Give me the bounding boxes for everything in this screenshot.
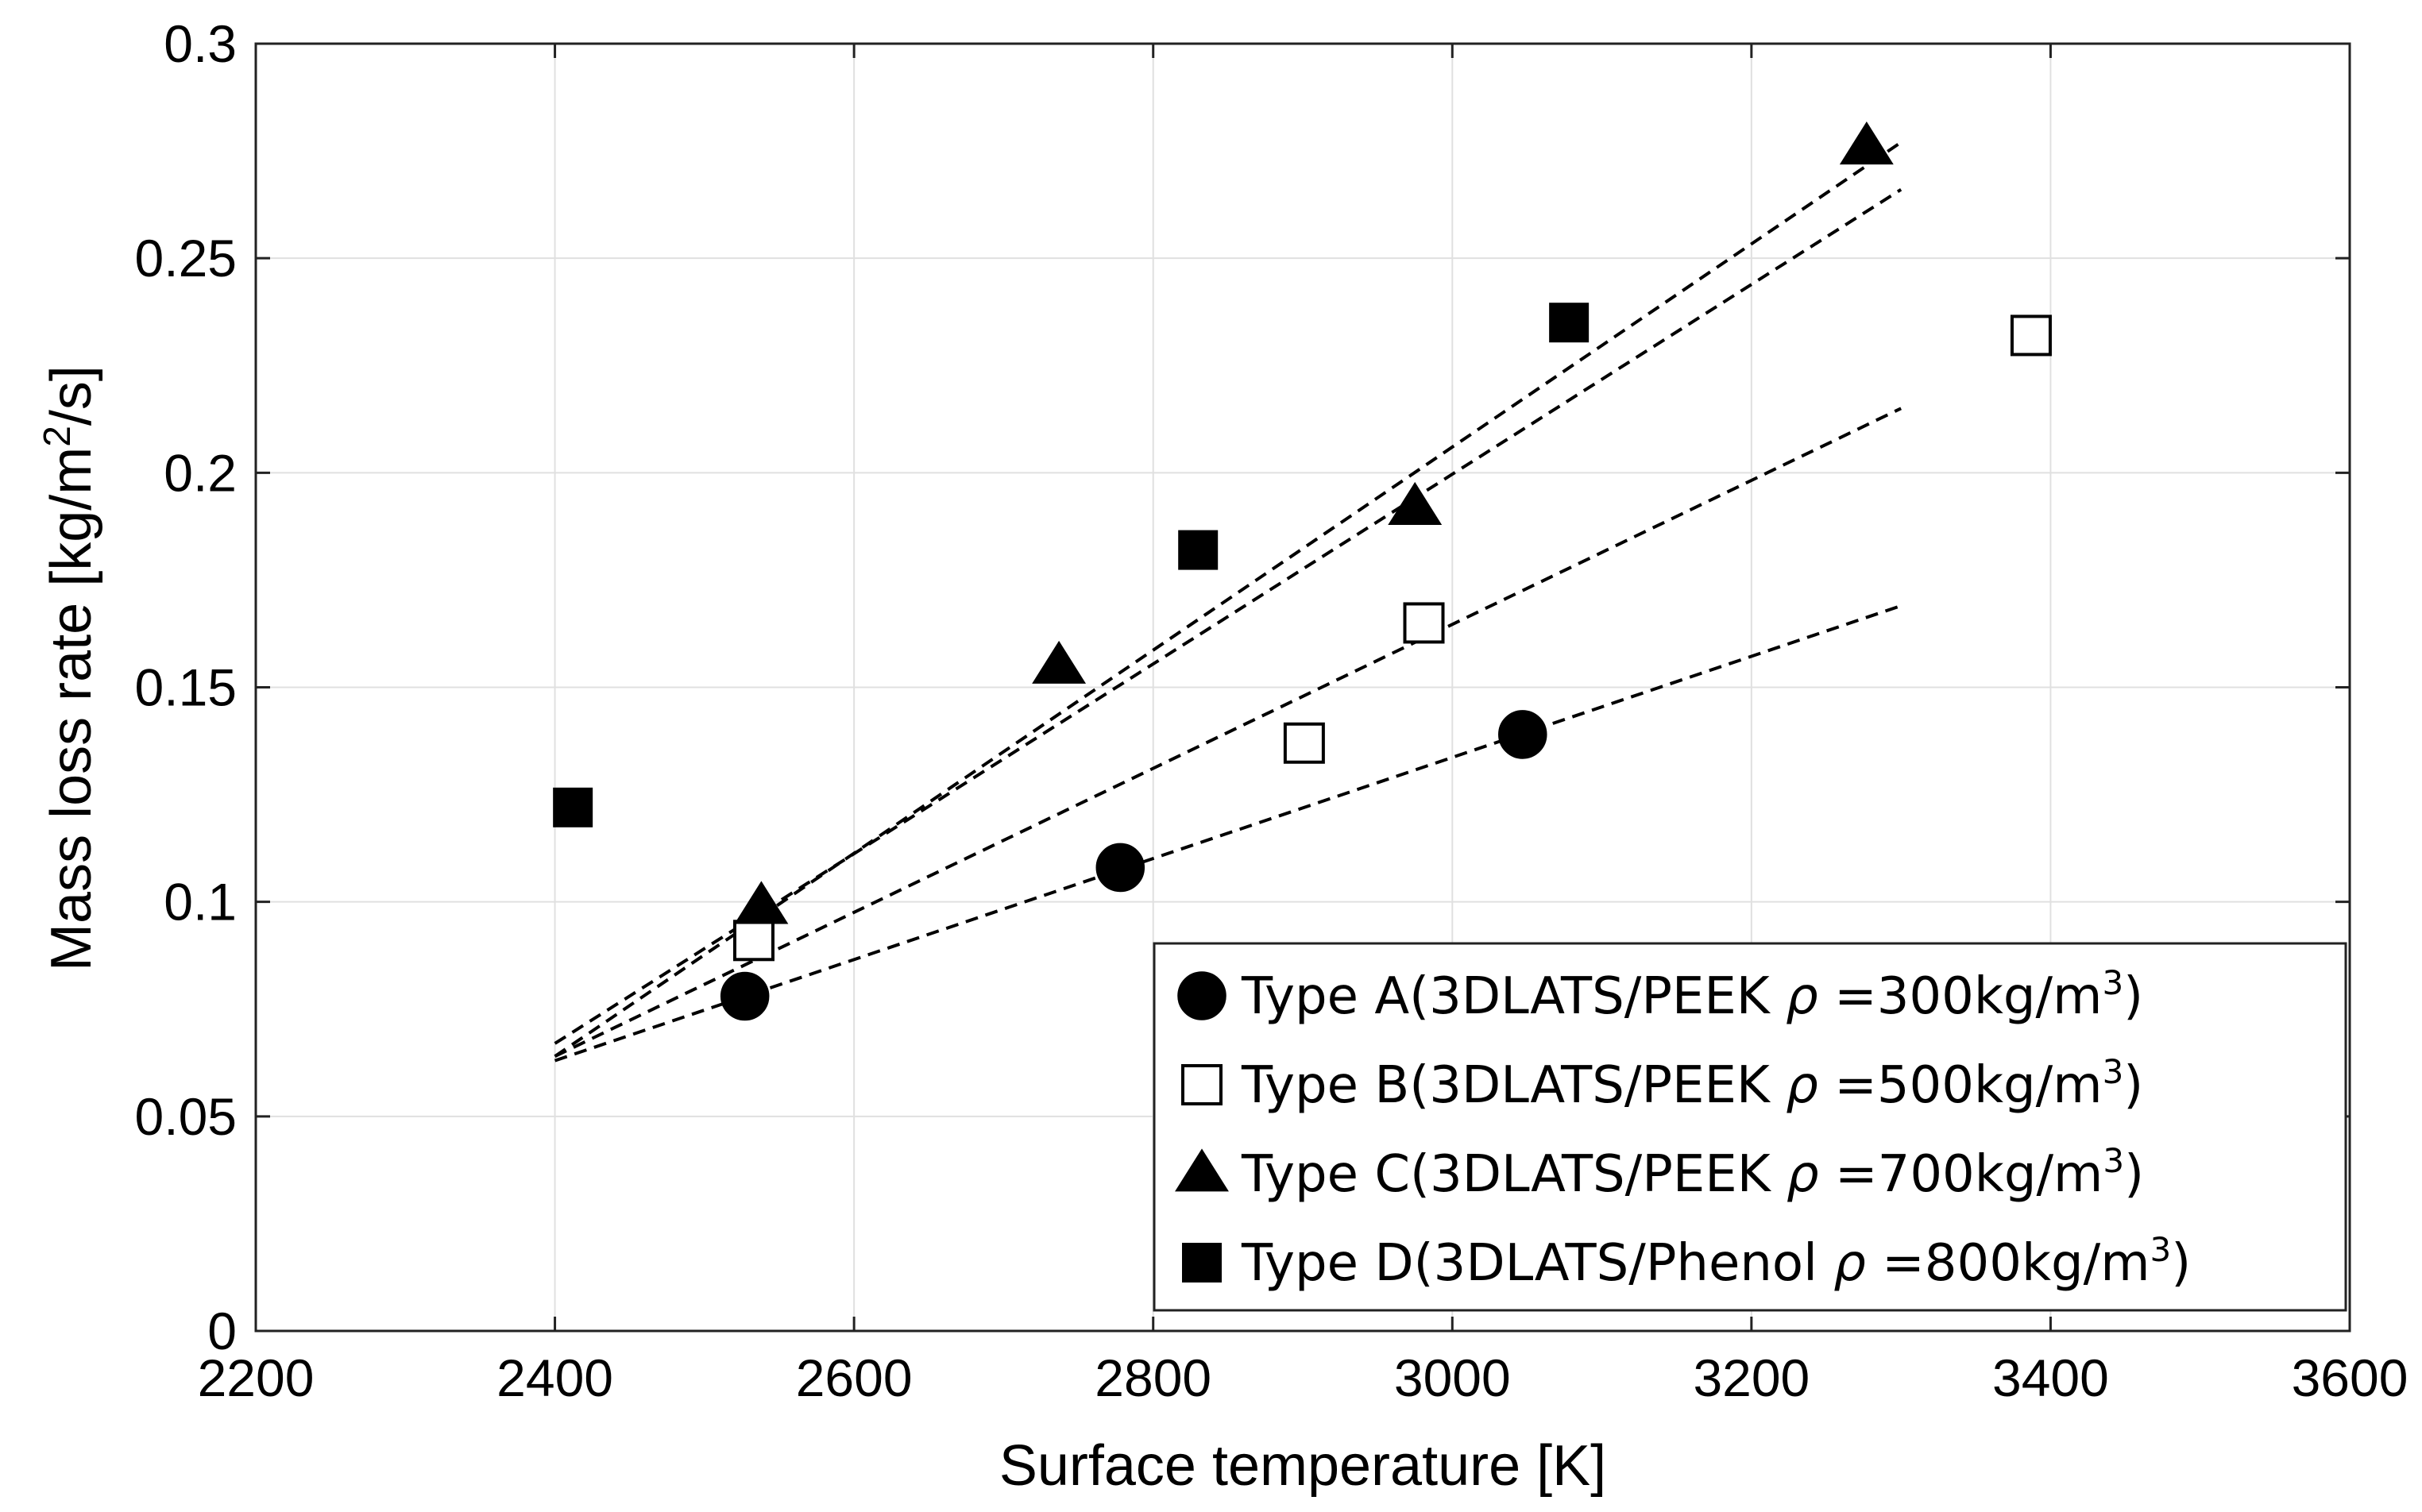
legend-box xyxy=(1153,942,2347,1312)
fit-line-type-a xyxy=(554,604,1902,1063)
data-point-type-c xyxy=(1839,122,1894,165)
data-point-type-b xyxy=(1283,722,1325,764)
data-point-type-c xyxy=(734,881,789,924)
legend-marker-type-b xyxy=(1181,1064,1223,1105)
y-axis-label-superscript: 2 xyxy=(37,426,79,447)
legend-label-suffix: ) xyxy=(2123,967,2143,1026)
legend-label-value: =700kg/m xyxy=(1819,1145,2103,1204)
legend-label-superscript: 3 xyxy=(2103,1141,2124,1180)
y-axis-label-main: Mass loss rate [kg/m xyxy=(40,447,103,971)
x-axis-label: Surface temperature [K] xyxy=(999,1434,1606,1498)
legend-label-superscript: 3 xyxy=(2102,963,2123,1002)
x-tick-label: 3600 xyxy=(2292,1348,2408,1407)
legend-label-superscript: 3 xyxy=(2103,1052,2124,1091)
x-tick-label: 2600 xyxy=(796,1348,913,1407)
data-point-type-d xyxy=(553,787,593,827)
x-tick-labels: 2200 2400 2600 2800 3000 3200 3400 3600 xyxy=(198,1348,2408,1407)
legend-label-prefix: Type D(3DLATS/Phenol xyxy=(1241,1234,1833,1293)
x-tick-label: 2400 xyxy=(496,1348,613,1407)
y-tick-label: 0.1 xyxy=(164,873,237,932)
legend-label-superscript: 3 xyxy=(2150,1230,2172,1269)
legend-label-suffix: ) xyxy=(2124,1145,2144,1204)
fit-lines xyxy=(554,141,1902,1063)
legend-entry-type-c: Type C(3DLATS/PEEK ρ =700kg/m3) xyxy=(1175,1141,2144,1205)
legend-marker-type-d xyxy=(1182,1243,1222,1282)
legend-label-type-b: Type B(3DLATS/PEEK ρ =500kg/m3) xyxy=(1241,1052,2143,1116)
legend-label-value: =500kg/m xyxy=(1818,1056,2103,1115)
y-tick-label: 0 xyxy=(207,1302,237,1360)
x-tick-label: 3200 xyxy=(1693,1348,1810,1407)
legend-marker-type-a xyxy=(1177,971,1226,1020)
legend-entry-type-a: Type A(3DLATS/PEEK ρ =300kg/m3) xyxy=(1177,963,2143,1027)
data-point-type-b xyxy=(2010,314,2052,357)
legend: Type A(3DLATS/PEEK ρ =300kg/m3)Type B(3D… xyxy=(1153,942,2347,1312)
y-tick-label: 0.05 xyxy=(135,1087,237,1146)
legend-label-rho: ρ xyxy=(1787,1145,1819,1204)
legend-label-type-a: Type A(3DLATS/PEEK ρ =300kg/m3) xyxy=(1241,963,2143,1027)
data-point-type-d xyxy=(1549,303,1590,343)
y-axis-label: Mass loss rate [kg/m2/s] xyxy=(37,365,104,971)
y-tick-label: 0.3 xyxy=(164,14,237,73)
data-point-type-b xyxy=(1403,602,1445,644)
data-markers xyxy=(553,122,2052,1021)
fit-line-type-b xyxy=(554,407,1902,1058)
legend-label-type-c: Type C(3DLATS/PEEK ρ =700kg/m3) xyxy=(1241,1141,2144,1205)
data-point-type-d xyxy=(1178,530,1219,570)
legend-entries: Type A(3DLATS/PEEK ρ =300kg/m3)Type B(3D… xyxy=(1175,963,2191,1294)
legend-label-rho: ρ xyxy=(1833,1234,1866,1293)
legend-label-suffix: ) xyxy=(2123,1056,2143,1115)
y-tick-label: 0.25 xyxy=(135,229,237,287)
y-tick-labels: 0 0.05 0.1 0.15 0.2 0.25 0.3 xyxy=(135,14,237,1360)
data-point-type-a xyxy=(1095,843,1145,893)
legend-entry-type-b: Type B(3DLATS/PEEK ρ =500kg/m3) xyxy=(1181,1052,2143,1116)
fit-line-type-c xyxy=(554,141,1902,1058)
data-point-type-b xyxy=(732,920,774,962)
fit-line-type-d xyxy=(554,188,1902,1045)
data-point-type-a xyxy=(1498,710,1547,759)
y-axis-label-end: /s] xyxy=(40,365,103,426)
x-tick-label: 3000 xyxy=(1394,1348,1511,1407)
legend-label-prefix: Type C(3DLATS/PEEK xyxy=(1241,1145,1787,1204)
legend-label-suffix: ) xyxy=(2171,1234,2191,1293)
data-point-type-c xyxy=(1032,640,1087,684)
y-tick-label: 0.15 xyxy=(135,658,237,717)
data-point-type-a xyxy=(720,971,770,1021)
y-tick-label: 0.2 xyxy=(164,443,237,502)
legend-label-value: =800kg/m xyxy=(1866,1234,2150,1293)
x-tick-label: 2200 xyxy=(198,1348,315,1407)
legend-label-prefix: Type A(3DLATS/PEEK xyxy=(1241,967,1786,1026)
legend-label-value: =300kg/m xyxy=(1818,967,2103,1026)
x-tick-label: 3400 xyxy=(1992,1348,2109,1407)
legend-label-rho: ρ xyxy=(1786,1056,1818,1115)
legend-label-rho: ρ xyxy=(1786,967,1818,1026)
x-tick-label: 2800 xyxy=(1095,1348,1211,1407)
legend-label-prefix: Type B(3DLATS/PEEK xyxy=(1241,1056,1786,1115)
legend-marker-type-c xyxy=(1175,1148,1229,1192)
data-point-type-c xyxy=(1388,481,1443,525)
legend-entry-type-d: Type D(3DLATS/Phenol ρ =800kg/m3) xyxy=(1182,1230,2191,1294)
legend-label-type-d: Type D(3DLATS/Phenol ρ =800kg/m3) xyxy=(1241,1230,2191,1294)
